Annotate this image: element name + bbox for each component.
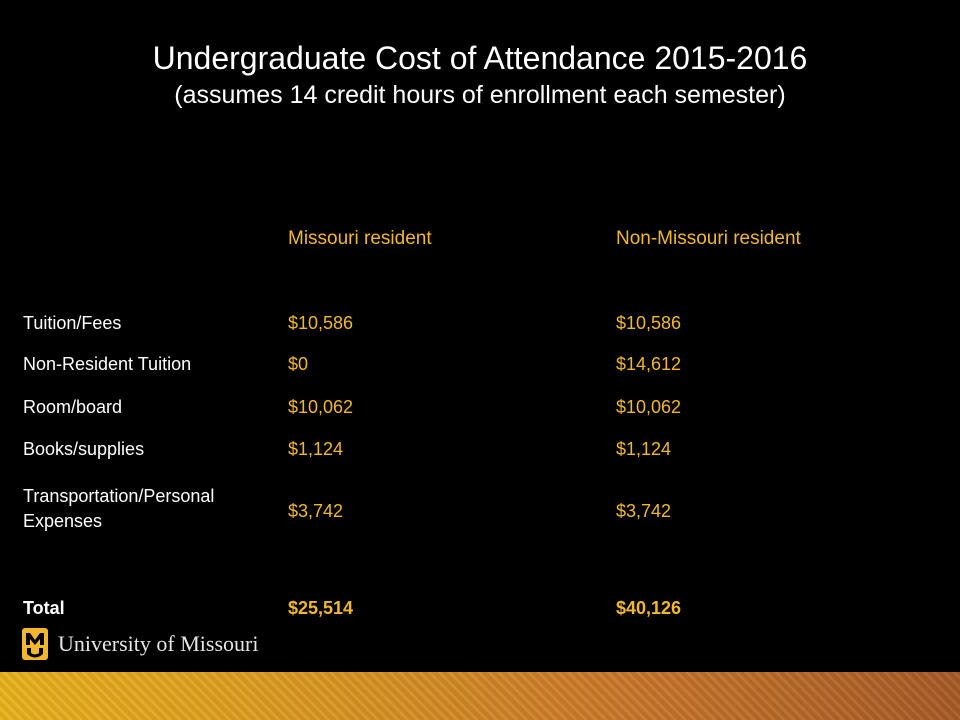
logo-text: University of Missouri xyxy=(58,631,259,656)
nonresident-value: $10,586 xyxy=(616,313,682,333)
nonresident-value: $40,126 xyxy=(616,598,682,618)
slide-title-block: Undergraduate Cost of Attendance 2015-20… xyxy=(0,38,960,112)
resident-value: $3,742 xyxy=(288,501,344,521)
row-label: Non-Resident Tuition xyxy=(23,354,192,374)
column-header-non-missouri-resident: Non-Missouri resident xyxy=(616,228,801,249)
table-row: Tuition/Fees $10,586 $10,586 xyxy=(0,311,960,355)
nonresident-value: $10,062 xyxy=(616,397,682,417)
slide-subtitle: (assumes 14 credit hours of enrollment e… xyxy=(174,81,786,109)
university-logo: M University of Missouri xyxy=(22,627,258,661)
resident-value: $10,586 xyxy=(288,313,354,333)
footer-gold-band xyxy=(0,672,960,720)
mizzou-shield-icon: M xyxy=(22,628,48,660)
row-label: Tuition/Fees xyxy=(23,313,122,333)
column-header-missouri-resident: Missouri resident xyxy=(288,228,432,249)
slide-title: Undergraduate Cost of Attendance 2015-20… xyxy=(152,40,808,76)
resident-value: $1,124 xyxy=(288,439,344,459)
table-row-total: Total $25,514 $40,126 xyxy=(0,596,960,640)
nonresident-value: $14,612 xyxy=(616,354,682,374)
table-row: Transportation/Personal Expenses $3,742 … xyxy=(0,484,960,544)
resident-value: $0 xyxy=(288,354,309,374)
nonresident-value: $1,124 xyxy=(616,439,672,459)
table-row: Room/board $10,062 $10,062 xyxy=(0,395,960,439)
row-label: Transportation/Personal Expenses xyxy=(23,486,215,531)
resident-value: $25,514 xyxy=(288,598,354,618)
row-label: Room/board xyxy=(23,397,123,417)
table-row: Books/supplies $1,124 $1,124 xyxy=(0,437,960,481)
table-row: Non-Resident Tuition $0 $14,612 xyxy=(0,352,960,396)
resident-value: $10,062 xyxy=(288,397,354,417)
row-label: Books/supplies xyxy=(23,439,145,459)
row-label: Total xyxy=(23,598,65,618)
nonresident-value: $3,742 xyxy=(616,501,672,521)
